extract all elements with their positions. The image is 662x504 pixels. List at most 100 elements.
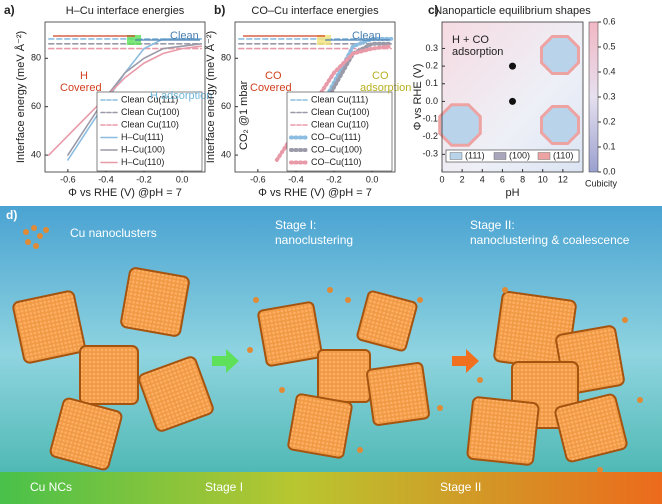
x-tick-label: -0.6	[60, 174, 76, 184]
y-tick-label: 80	[221, 53, 231, 63]
legend-label: Clean Cu(111)	[121, 94, 178, 104]
series-line	[48, 45, 202, 156]
x-tick-label: -0.6	[250, 174, 266, 184]
legend-label: CO–Cu(100)	[311, 144, 362, 154]
charts: a) H–Cu interface energies -0.6 -0.4 -0.2 0.0…	[4, 3, 618, 199]
caption: Stage II:	[470, 218, 515, 232]
nanocubes	[12, 267, 628, 471]
legend-label: H–Cu(110)	[121, 157, 164, 167]
annotation: H + CO	[452, 34, 489, 46]
shape-icon	[540, 35, 580, 75]
colorbar-tick-label: 0.5	[603, 41, 616, 51]
legend-label: (100)	[509, 150, 530, 160]
x-tick-label: -0.2	[326, 174, 342, 184]
caption: Stage I:	[275, 218, 316, 232]
x-tick-label: 0.0	[366, 174, 379, 184]
chart-title: CO–Cu interface energies	[251, 5, 379, 17]
y-tick-label: -0.1	[422, 113, 438, 123]
legend-swatch	[493, 152, 507, 160]
x-tick-label: 2	[460, 174, 465, 184]
legend-label: Clean Cu(110)	[121, 119, 179, 129]
legend-label: (111)	[465, 150, 485, 160]
annotation: adsorption	[452, 46, 503, 58]
legend-box	[286, 91, 393, 172]
annotation: CO	[265, 70, 282, 82]
point	[509, 97, 516, 105]
y-axis-label: Interface energy (meV Å⁻²)	[14, 31, 27, 163]
y-tick-label: 0.3	[425, 43, 438, 53]
legend-label: H–Cu(111)	[121, 132, 164, 142]
plot-frame	[234, 21, 396, 173]
series-line	[67, 38, 202, 161]
colorbar-tick-label: 0.2	[603, 116, 616, 126]
y-tick-label: 80	[31, 53, 41, 63]
annotation: Covered	[250, 82, 292, 94]
shape-icon	[540, 105, 580, 145]
x-tick-label: -0.4	[288, 174, 304, 184]
annotation: adsorption	[360, 82, 411, 94]
y-tick-label: 0.2	[425, 60, 438, 70]
legend-label: CO–Cu(111)	[311, 132, 361, 142]
timeline-label: Stage I	[205, 480, 243, 494]
annotation: H	[80, 70, 88, 82]
illustration-panel: d) Cu nanoclusters Stage I: nanoclusteri…	[0, 206, 662, 504]
caption: nanoclustering	[275, 233, 353, 247]
shape-icon	[438, 103, 482, 147]
series-line	[67, 43, 202, 156]
x-axis-label: pH	[505, 187, 519, 199]
legend-label: Clean Cu(100)	[311, 107, 370, 117]
timeline-label: Cu NCs	[30, 480, 72, 494]
y-tick-label: -0.3	[422, 149, 438, 159]
y-tick-label: 60	[31, 101, 41, 111]
legend-label: Clean Cu(110)	[311, 119, 369, 129]
legend-label: (110)	[553, 150, 573, 160]
caption: nanoclustering & coalescence	[470, 233, 630, 247]
y-tick-label: 40	[31, 149, 41, 159]
highlight	[127, 35, 141, 45]
timeline-bar	[0, 472, 662, 504]
x-tick-label: 6	[500, 174, 505, 184]
arrow	[212, 349, 239, 373]
caption: Cu nanoclusters	[70, 226, 157, 240]
y-tick-label: -0.2	[422, 131, 438, 141]
colorbar-tick-label: 0.3	[603, 91, 616, 101]
highlight	[317, 35, 331, 45]
x-tick-label: -0.4	[98, 174, 114, 184]
y-axis-label: Φ vs RHE (V)	[412, 64, 424, 131]
arrow	[452, 349, 479, 373]
timeline-label: Stage II	[440, 480, 481, 494]
x-tick-label: 12	[558, 174, 568, 184]
plot-frame	[44, 21, 206, 173]
x-axis-label: Φ vs RHE (V) @pH = 7	[258, 187, 372, 199]
x-tick-label: 8	[520, 174, 525, 184]
x-tick-label: 0.0	[176, 174, 189, 184]
annotation: Covered	[60, 82, 102, 94]
legend-label: CO–Cu(110)	[311, 157, 361, 167]
y-tick-label: 60	[221, 101, 231, 111]
x-tick-label: 4	[480, 174, 485, 184]
annotation: Clean	[170, 30, 199, 42]
panel-label: b)	[214, 3, 225, 17]
nanoclusters	[23, 225, 49, 249]
chart-title: Nanoparticle equilibrium shapes	[434, 5, 591, 17]
x-tick-label: 0	[439, 174, 444, 184]
y-tick-label: 40	[221, 149, 231, 159]
plot-frame	[441, 21, 584, 173]
panel-label: d)	[6, 208, 17, 222]
annotation: CO	[372, 70, 389, 82]
annotation: CO₂ @1 mbar	[238, 80, 250, 150]
annotation: H adsorption	[150, 90, 212, 102]
panel-label: c)	[428, 3, 439, 17]
colorbar-tick-label: 0.1	[603, 141, 616, 151]
clusters	[247, 287, 643, 473]
legend-box	[96, 91, 203, 172]
y-tick-label: 0.1	[425, 78, 438, 88]
colorbar-tick-label: 0.6	[603, 16, 616, 26]
x-tick-label: 10	[538, 174, 548, 184]
legend-swatch	[537, 152, 551, 160]
panel-label: a)	[4, 3, 15, 17]
x-axis-label: Φ vs RHE (V) @pH = 7	[68, 187, 182, 199]
legend-label: H–Cu(100)	[121, 144, 165, 154]
colorbar-label: Cubicity	[585, 178, 618, 188]
